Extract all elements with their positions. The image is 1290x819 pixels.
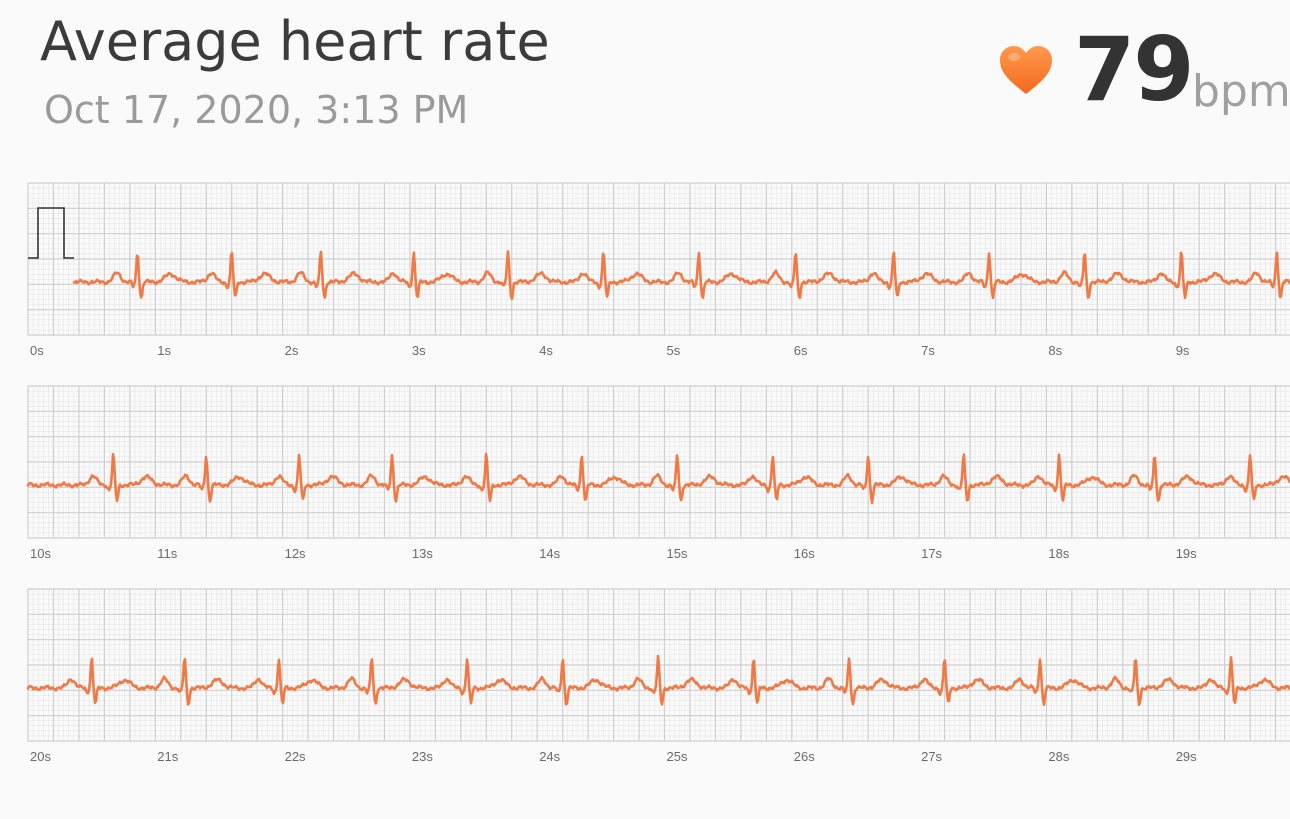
x-tick-label: 23s — [412, 749, 433, 764]
x-tick-label: 3s — [412, 343, 426, 358]
ecg-strip-1: 0s 1s 2s 3s 4s 5s 6s 7s 8s 9s — [0, 180, 1290, 380]
measurement-datetime: Oct 17, 2020, 3:13 PM — [44, 88, 469, 132]
x-tick-label: 27s — [921, 749, 942, 764]
x-tick-label: 5s — [667, 343, 681, 358]
x-tick-label: 6s — [794, 343, 808, 358]
page-title: Average heart rate — [40, 10, 550, 73]
x-tick-label: 22s — [285, 749, 306, 764]
x-tick-label: 21s — [157, 749, 178, 764]
bpm-value: 79 — [1074, 18, 1194, 121]
major-grid — [27, 588, 1290, 742]
x-tick-label: 9s — [1176, 343, 1190, 358]
calibration-pulse — [28, 207, 74, 259]
x-tick-label: 11s — [157, 546, 177, 561]
x-tick-label: 4s — [539, 343, 553, 358]
ecg-chart-1: 0s 1s 2s 3s 4s 5s 6s 7s 8s 9s — [27, 182, 1290, 358]
ecg-trace — [26, 452, 1290, 505]
x-tick-label: 16s — [794, 546, 815, 561]
major-grid — [27, 182, 1290, 336]
x-tick-label: 29s — [1176, 749, 1197, 764]
ecg-chart-3: 20s 21s 22s 23s 24s 25s 26s 27s 28s 29s — [26, 588, 1290, 764]
x-tick-label: 19s — [1176, 546, 1197, 561]
major-grid — [27, 385, 1290, 539]
ecg-strip-3: 20s 21s 22s 23s 24s 25s 26s 27s 28s 29s — [0, 586, 1290, 786]
ecg-trace — [72, 250, 1290, 301]
x-tick-label: 15s — [667, 546, 688, 561]
x-tick-label: 18s — [1048, 546, 1069, 561]
ecg-strip-2: 10s 11s 12s 13s 14s 15s 16s 17s 18s 19s — [0, 383, 1290, 583]
x-tick-label: 28s — [1048, 749, 1069, 764]
x-tick-label: 17s — [921, 546, 942, 561]
x-tick-label: 20s — [30, 749, 51, 764]
x-tick-label: 7s — [921, 343, 935, 358]
x-tick-label: 8s — [1048, 343, 1062, 358]
bpm-unit: bpm — [1192, 66, 1290, 117]
x-tick-label: 13s — [412, 546, 433, 561]
x-tick-label: 14s — [539, 546, 560, 561]
x-tick-label: 26s — [794, 749, 815, 764]
ecg-chart-2: 10s 11s 12s 13s 14s 15s 16s 17s 18s 19s — [26, 385, 1290, 561]
x-tick-label: 10s — [30, 546, 51, 561]
x-tick-label: 0s — [30, 343, 44, 358]
ecg-trace — [26, 654, 1290, 707]
x-tick-label: 12s — [285, 546, 306, 561]
x-tick-label: 24s — [539, 749, 560, 764]
x-tick-label: 25s — [667, 749, 688, 764]
x-tick-label: 2s — [285, 343, 299, 358]
heart-icon — [1000, 46, 1052, 94]
x-tick-label: 1s — [157, 343, 171, 358]
